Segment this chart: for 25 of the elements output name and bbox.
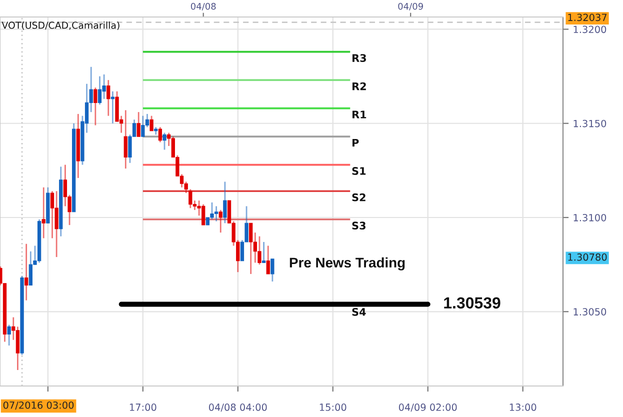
x-tick-label: 13:00 [510, 404, 536, 411]
series-label: R2 [352, 82, 366, 90]
chart-title: VOT(USD/CAD,Camarilla) [2, 22, 120, 30]
x-tick-label: 17:00 [130, 404, 156, 411]
x2-tick-label: 04/08 [190, 2, 216, 10]
series-label: R1 [352, 110, 366, 118]
y-tick-label: 1.3100 [574, 214, 606, 222]
series-label: S2 [352, 193, 366, 202]
annotation: 1.30539 [444, 297, 500, 309]
x2-tick-label: 04/09 [398, 2, 423, 10]
ref-line-label: 07/2016 03:00 [3, 401, 74, 410]
x-tick-label: 04/08 04:00 [208, 404, 267, 412]
annotation: S4 [352, 308, 366, 316]
annotation: Pre News Trading [290, 257, 405, 270]
ref-line-label: 1.32037 [568, 14, 607, 22]
x-tick-label: 04/09 02:00 [398, 404, 457, 412]
series-label: S3 [352, 222, 366, 230]
y-tick-label: 1.3150 [574, 120, 606, 128]
text: 1.30780 [568, 253, 607, 261]
series-label: R3 [352, 54, 366, 62]
y-tick-label: 1.3200 [574, 26, 606, 34]
series-label: P [352, 138, 359, 147]
series-label: S1 [352, 167, 366, 175]
x-tick-label: 15:00 [320, 404, 346, 411]
y-tick-label: 1.3050 [574, 308, 606, 316]
